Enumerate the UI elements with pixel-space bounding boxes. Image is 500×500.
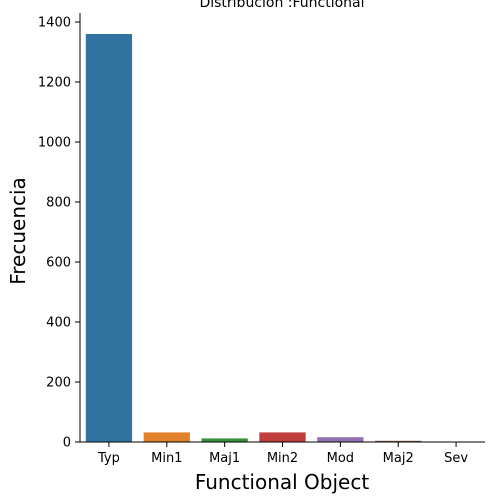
y-tick-label: 200	[46, 376, 71, 391]
bar-mod	[317, 437, 364, 442]
x-axis-ticks: Typ Min1 Maj1 Min2 Mod Maj2 Sev	[97, 442, 468, 466]
bar-maj2	[375, 440, 422, 442]
y-tick-label: 400	[46, 316, 71, 331]
x-tick-label: Sev	[444, 451, 468, 466]
y-tick-label: 1200	[38, 76, 71, 91]
x-tick-label: Mod	[327, 451, 354, 466]
x-tick-label: Maj1	[209, 451, 240, 466]
x-tick-label: Typ	[97, 451, 120, 466]
x-tick-label: Maj2	[383, 451, 414, 466]
chart-title: Distribución :Functional	[199, 0, 364, 11]
y-tick-label: 1000	[38, 136, 71, 151]
y-tick-label: 1400	[38, 16, 71, 31]
y-axis-ticks: 0 200 400 600 800 1000 1200 1400	[38, 16, 80, 451]
x-tick-label: Min2	[267, 451, 298, 466]
y-axis-title: Frecuencia	[6, 177, 30, 285]
y-tick-label: 0	[63, 436, 71, 451]
bar-min1	[143, 432, 190, 442]
bar-maj1	[201, 438, 248, 442]
y-tick-label: 800	[46, 196, 71, 211]
y-tick-label: 600	[46, 256, 71, 271]
bar-typ	[85, 34, 133, 442]
bar-min2	[259, 432, 306, 442]
bars-group	[85, 34, 480, 442]
x-axis-title: Functional Object	[195, 470, 370, 494]
x-tick-label: Min1	[151, 451, 182, 466]
